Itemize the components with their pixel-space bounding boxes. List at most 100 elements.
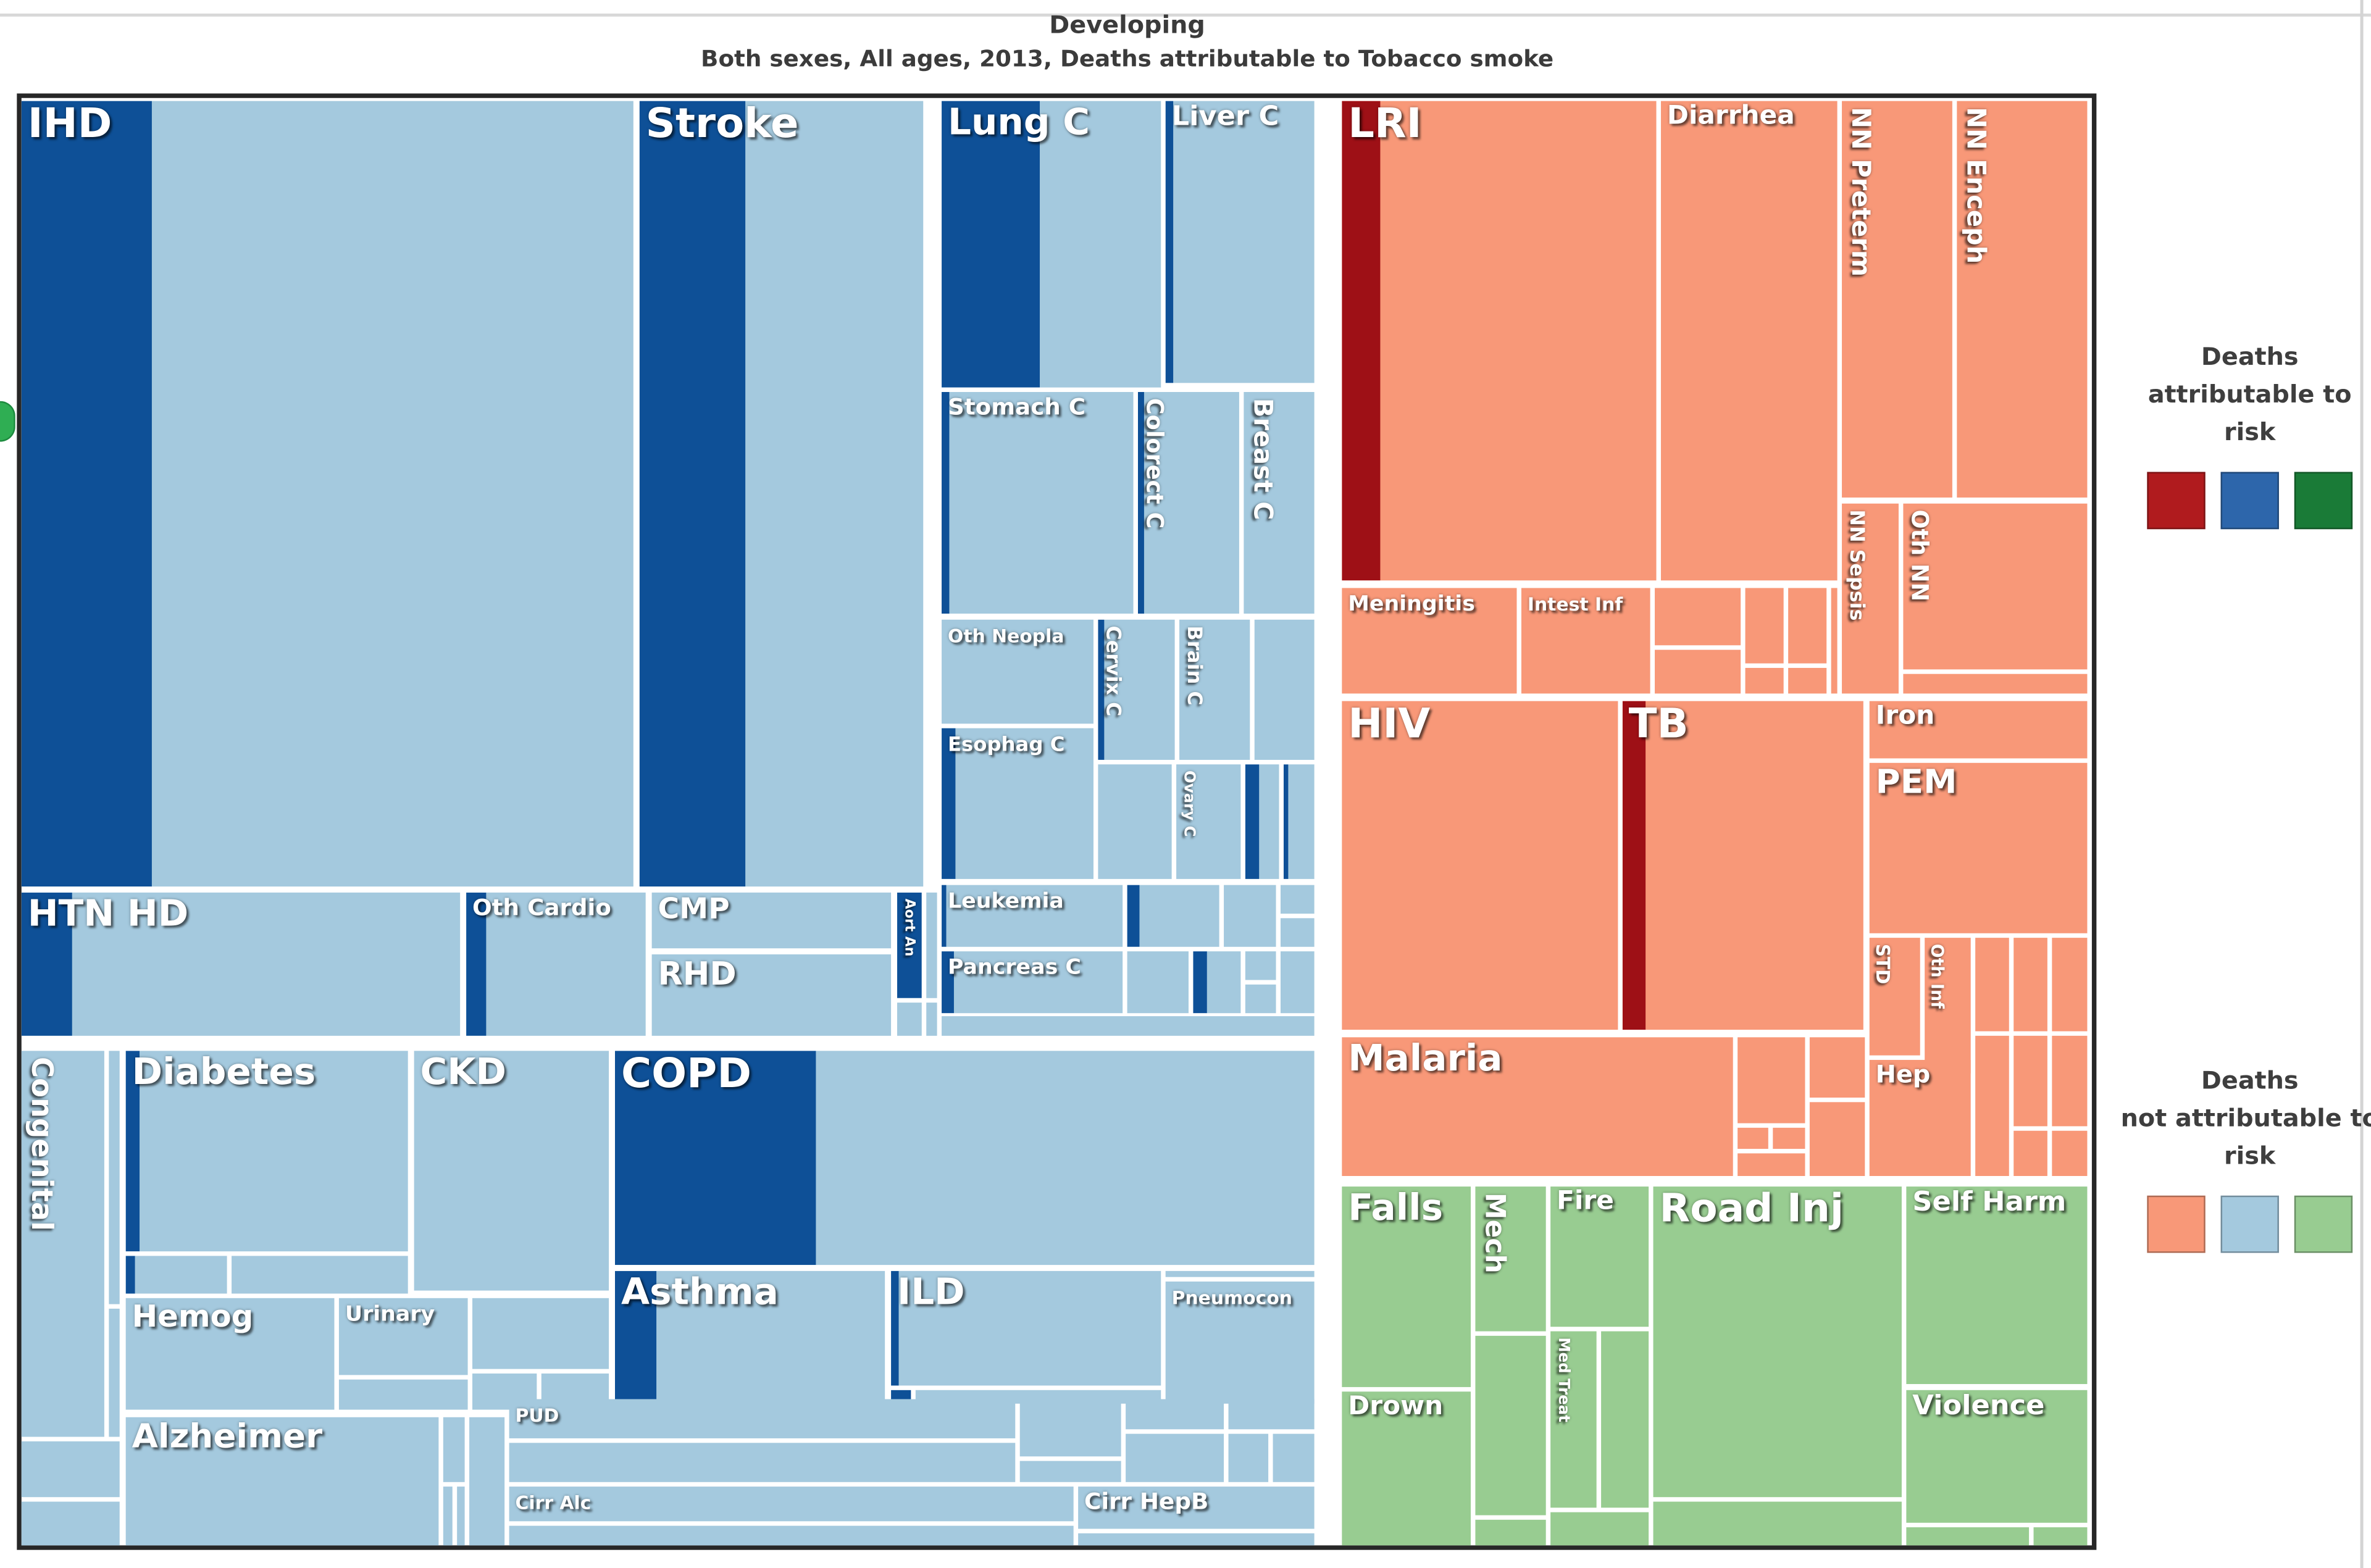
treemap-cell[interactable] <box>1127 885 1219 947</box>
treemap-cell[interactable] <box>2033 1527 2088 1546</box>
cell-iron[interactable]: Iron <box>1869 701 2088 759</box>
treemap-cell[interactable] <box>1653 1501 1902 1546</box>
treemap-cell[interactable] <box>443 1487 453 1546</box>
treemap-cell[interactable] <box>897 1003 922 1036</box>
treemap-cell[interactable] <box>472 1298 609 1369</box>
treemap-cell[interactable] <box>1273 1433 1315 1482</box>
treemap-cell[interactable] <box>109 1308 120 1437</box>
treemap-cell[interactable] <box>1788 667 1827 694</box>
treemap-cell[interactable] <box>21 1441 120 1498</box>
cell-nn-enceph[interactable]: NN Enceph <box>1957 101 2088 498</box>
cell-nn-sepsis[interactable]: NN Sepsis <box>1842 503 1899 694</box>
treemap-cell[interactable] <box>926 1003 937 1036</box>
treemap-cell[interactable] <box>1280 918 1315 947</box>
treemap-cell[interactable] <box>1078 1533 1315 1546</box>
treemap-cell[interactable] <box>1280 951 1315 1014</box>
cell-falls[interactable]: Falls <box>1342 1186 1471 1387</box>
treemap-cell[interactable] <box>1224 885 1276 947</box>
treemap-cell[interactable] <box>457 1487 465 1546</box>
legend-swatch[interactable] <box>2147 472 2206 530</box>
treemap-cell[interactable] <box>509 1525 1074 1546</box>
cell-cirr-alc[interactable]: Cirr Alc <box>509 1487 1074 1522</box>
treemap-cell[interactable] <box>2052 1035 2088 1127</box>
legend-swatch[interactable] <box>2220 472 2279 530</box>
treemap-cell[interactable] <box>1906 1527 2030 1546</box>
cell-drown[interactable]: Drown <box>1342 1391 1471 1546</box>
treemap-cell[interactable] <box>2052 1130 2088 1176</box>
cell-hemog[interactable]: Hemog <box>125 1298 335 1410</box>
cell-ovary-c[interactable]: Ovary C <box>1176 764 1241 879</box>
treemap-cell[interactable] <box>1019 1399 1121 1457</box>
cell-leukemia[interactable]: Leukemia <box>942 885 1123 947</box>
treemap-cell[interactable] <box>1475 1519 1546 1546</box>
treemap-cell[interactable] <box>1245 951 1276 980</box>
treemap-cell[interactable] <box>1228 1433 1269 1482</box>
treemap-cell[interactable] <box>1655 588 1741 646</box>
cell-violence[interactable]: Violence <box>1906 1390 2088 1523</box>
treemap-cell[interactable] <box>926 892 937 998</box>
cell-oth-cardio[interactable]: Oth Cardio <box>466 892 646 1036</box>
cell-copd[interactable]: COPD <box>615 1051 1315 1266</box>
treemap-cell[interactable] <box>1809 1037 1865 1098</box>
cell-rhd[interactable]: RHD <box>651 954 892 1036</box>
treemap-cell[interactable] <box>1773 1127 1805 1149</box>
treemap-cell[interactable] <box>109 1051 120 1304</box>
treemap-cell[interactable] <box>1245 764 1279 879</box>
cell-liver-c[interactable]: Liver C <box>1165 101 1315 383</box>
cell-stroke[interactable]: Stroke <box>639 101 924 887</box>
cell-intest-inf[interactable]: Intest Inf <box>1521 588 1650 694</box>
treemap-cell[interactable] <box>1601 1331 1649 1508</box>
legend-swatch[interactable] <box>2294 1195 2353 1253</box>
cell-ild[interactable]: ILD <box>891 1270 1161 1386</box>
treemap-cell[interactable] <box>2013 1035 2047 1127</box>
cell-nn-preterm[interactable]: NN Preterm <box>1842 101 1952 498</box>
cell-med-treat[interactable]: Med Treat <box>1550 1331 1597 1508</box>
cell-hiv[interactable]: HIV <box>1342 701 1618 1030</box>
treemap-cell[interactable] <box>1737 1127 1768 1149</box>
cell-oth-neopla[interactable]: Oth Neopla <box>942 619 1094 724</box>
treemap-cell[interactable] <box>1126 1399 1224 1430</box>
cell-oth-nn[interactable]: Oth NN <box>1903 503 2088 670</box>
treemap-cell[interactable] <box>125 1256 227 1294</box>
cell-lung-c[interactable]: Lung C <box>942 101 1161 388</box>
treemap-cell[interactable] <box>1126 1433 1224 1482</box>
cell-road-inj[interactable]: Road Inj <box>1653 1186 1902 1498</box>
legend-swatch[interactable] <box>2147 1195 2206 1253</box>
treemap-cell[interactable] <box>2013 938 2047 1032</box>
treemap-cell[interactable] <box>2052 938 2088 1032</box>
cell-malaria[interactable]: Malaria <box>1342 1037 1733 1176</box>
cell-pneumocon[interactable]: Pneumocon <box>1165 1281 1315 1404</box>
treemap-cell[interactable] <box>469 1417 505 1546</box>
cell-htn-hd[interactable]: HTN HD <box>21 892 461 1036</box>
cell-cervix-c[interactable]: Cervix C <box>1098 619 1175 760</box>
cell-stomach-c[interactable]: Stomach C <box>942 391 1134 614</box>
treemap-cell[interactable] <box>1280 885 1315 914</box>
cell-self-harm[interactable]: Self Harm <box>1906 1186 2088 1385</box>
treemap-cell[interactable] <box>1283 764 1315 879</box>
cell-mech[interactable]: Mech <box>1475 1186 1546 1332</box>
treemap-cell[interactable] <box>1127 951 1189 1014</box>
cell-asthma[interactable]: Asthma <box>615 1270 885 1410</box>
cell-fire[interactable]: Fire <box>1550 1186 1649 1327</box>
treemap-cell[interactable] <box>1475 1335 1546 1516</box>
treemap-cell[interactable] <box>942 1016 1315 1036</box>
treemap-cell[interactable] <box>1975 1035 2009 1176</box>
cell-pud[interactable]: PUD <box>509 1399 1016 1438</box>
cell-colorect-c[interactable]: Colorect C <box>1137 391 1239 614</box>
cell-std[interactable]: STD <box>1869 938 1920 1056</box>
treemap-cell[interactable] <box>509 1443 1016 1482</box>
cell-meningitis[interactable]: Meningitis <box>1342 588 1517 694</box>
cell-congenital[interactable]: Congenital <box>21 1051 104 1437</box>
treemap-cell[interactable] <box>1737 1153 1805 1176</box>
treemap-cell[interactable] <box>1254 619 1315 760</box>
treemap-cell[interactable] <box>1975 938 2009 1032</box>
treemap-cell[interactable] <box>1245 984 1276 1014</box>
treemap-cell[interactable] <box>338 1379 468 1410</box>
treemap-cell[interactable] <box>1903 673 2088 694</box>
treemap-cell[interactable] <box>1737 1037 1805 1124</box>
cell-tb[interactable]: TB <box>1622 701 1863 1030</box>
treemap-cell[interactable] <box>1550 1512 1649 1546</box>
cell-lri[interactable]: LRI <box>1342 101 1657 581</box>
cell-esophag-c[interactable]: Esophag C <box>942 728 1094 879</box>
treemap-cell[interactable] <box>2013 1130 2047 1176</box>
